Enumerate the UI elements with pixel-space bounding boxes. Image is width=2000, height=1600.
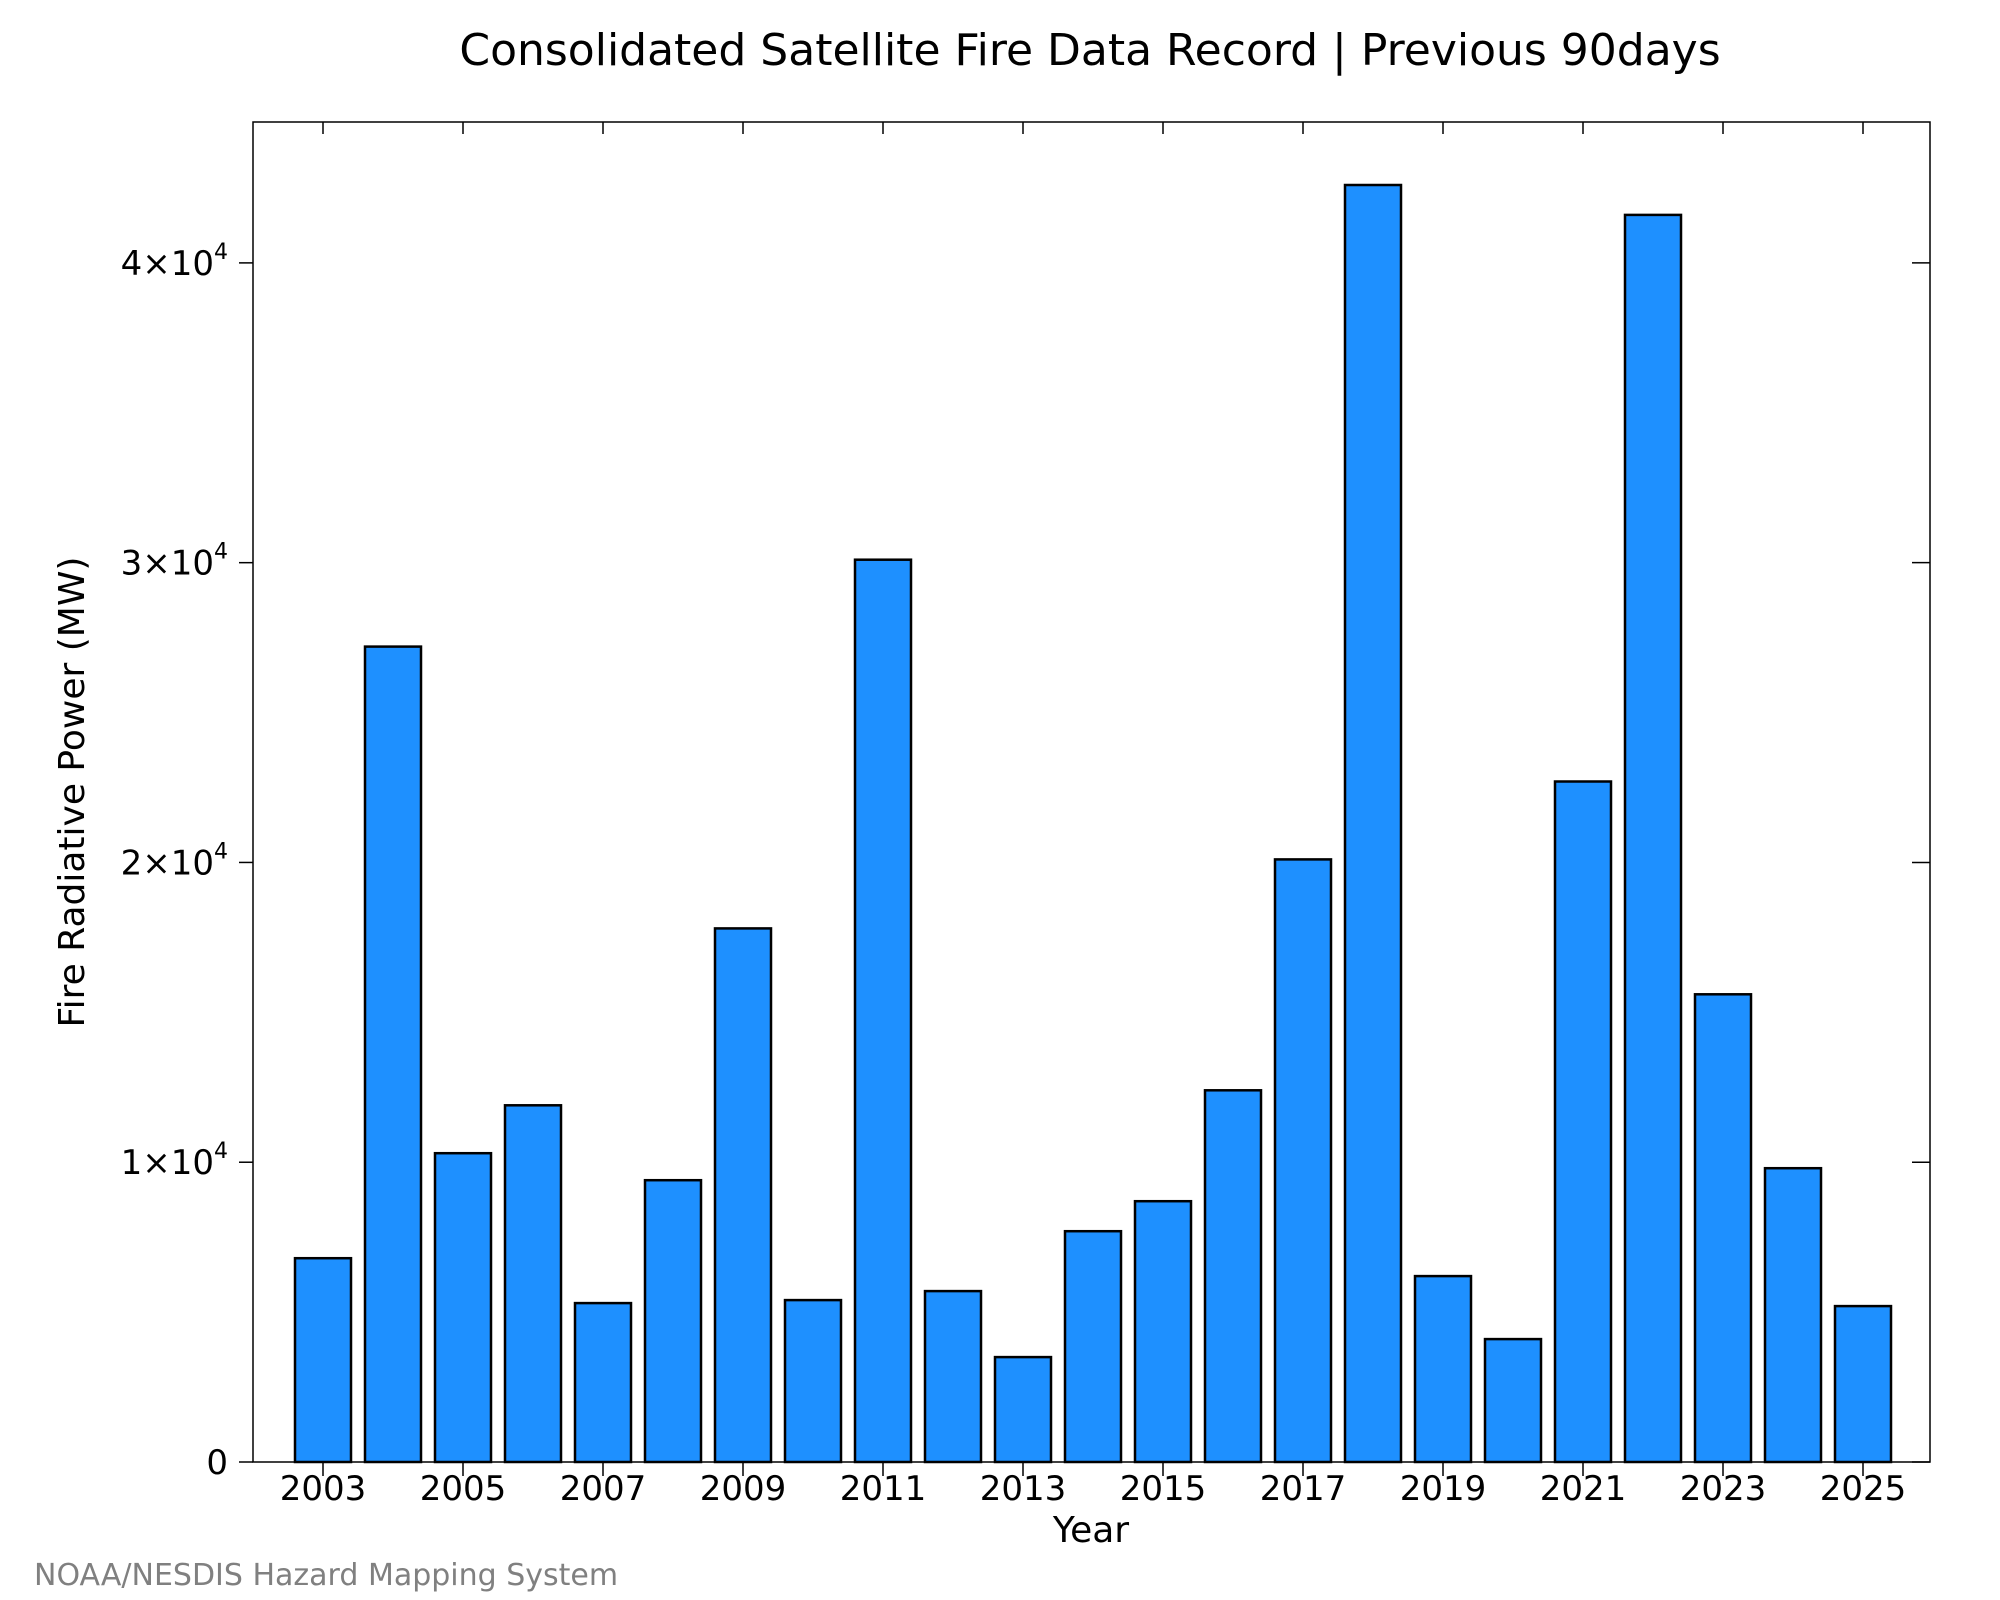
x-tick-label-2009: 2009 xyxy=(700,1469,787,1509)
bar-2008 xyxy=(643,1178,703,1464)
bar-2016 xyxy=(1203,1089,1263,1464)
x-tick-label-2017: 2017 xyxy=(1260,1469,1347,1509)
bar-2010 xyxy=(783,1298,843,1464)
x-tick-label-2019: 2019 xyxy=(1400,1469,1487,1509)
bar-2007 xyxy=(573,1301,633,1464)
y-tick-label-30000: 3×104 xyxy=(121,540,228,584)
bar-2004 xyxy=(363,645,423,1464)
bar-2024 xyxy=(1763,1166,1823,1464)
bar-2014 xyxy=(1063,1229,1123,1464)
bar-2025 xyxy=(1833,1304,1893,1464)
bar-2015 xyxy=(1133,1199,1193,1464)
bar-2013 xyxy=(993,1355,1053,1464)
y-tick-label-0: 0 xyxy=(206,1443,228,1483)
x-tick-label-2011: 2011 xyxy=(840,1469,927,1509)
x-tick-labels: 2003 2005 2007 2009 2011 2013 2015 2017 2019 2021… xyxy=(280,1469,1907,1509)
x-tick-label-2021: 2021 xyxy=(1540,1469,1627,1509)
bar-2012 xyxy=(923,1289,983,1464)
ticks-group xyxy=(239,122,1930,1476)
y-tick-label-20000: 2×104 xyxy=(121,839,228,883)
x-tick-label-2005: 2005 xyxy=(420,1469,507,1509)
x-tick-label-2007: 2007 xyxy=(560,1469,647,1509)
bar-2005 xyxy=(433,1151,493,1464)
bar-2009 xyxy=(713,927,773,1464)
x-tick-label-2003: 2003 xyxy=(280,1469,367,1509)
bar-2011 xyxy=(853,558,913,1464)
bar-2006 xyxy=(503,1104,563,1464)
y-tick-label-40000: 4×104 xyxy=(121,240,228,284)
bar-2017 xyxy=(1273,858,1333,1464)
x-axis-label: Year xyxy=(1052,1510,1129,1551)
y-tick-label-10000: 1×104 xyxy=(121,1139,228,1183)
x-tick-label-2025: 2025 xyxy=(1820,1469,1907,1509)
bar-2022 xyxy=(1623,213,1683,1464)
bar-2020 xyxy=(1483,1337,1543,1464)
y-axis-label: Fire Radiative Power (MW) xyxy=(52,557,93,1028)
x-tick-label-2015: 2015 xyxy=(1120,1469,1207,1509)
bars-group xyxy=(293,183,1893,1464)
bar-2023 xyxy=(1693,993,1753,1464)
bar-2003 xyxy=(293,1256,353,1464)
plot-frame xyxy=(252,121,1931,1463)
bar-2019 xyxy=(1413,1274,1473,1464)
bar-2018 xyxy=(1343,183,1403,1464)
bar-2021 xyxy=(1553,780,1613,1464)
y-tick-labels: 0 1×104 2×104 3×104 4×104 xyxy=(121,240,228,1483)
x-tick-label-2023: 2023 xyxy=(1680,1469,1767,1509)
chart-title: Consolidated Satellite Fire Data Record … xyxy=(459,25,1720,76)
credit-text: NOAA/NESDIS Hazard Mapping System xyxy=(34,1558,618,1593)
x-tick-label-2013: 2013 xyxy=(980,1469,1067,1509)
